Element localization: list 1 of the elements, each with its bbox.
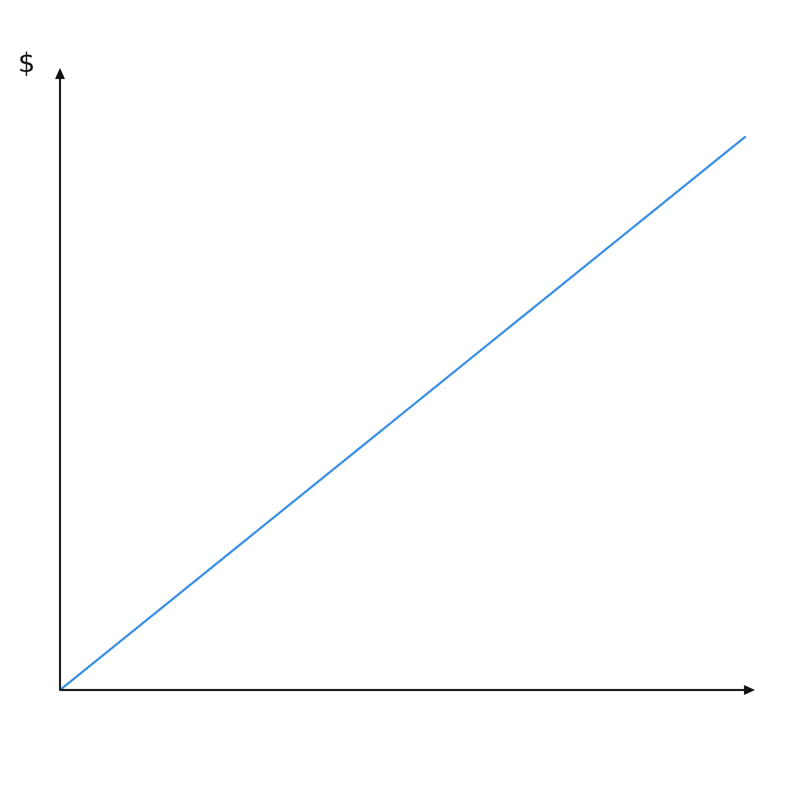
y-axis-title: $	[18, 48, 36, 79]
